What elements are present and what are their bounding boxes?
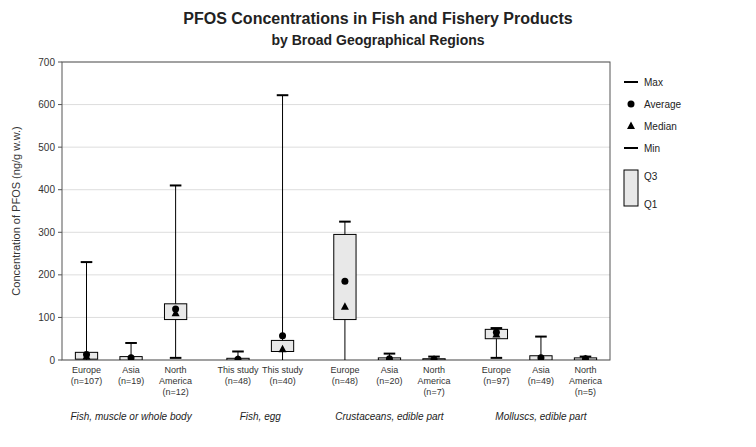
max-cap xyxy=(339,221,351,223)
average-marker xyxy=(582,355,589,360)
grid-line xyxy=(62,104,610,105)
median-marker xyxy=(127,354,135,360)
y-tick-label: 200 xyxy=(38,269,55,280)
group-label: Crustaceans, edible part xyxy=(335,411,445,422)
average-marker xyxy=(537,354,544,360)
max-cap xyxy=(81,261,93,263)
median-marker xyxy=(234,355,242,360)
x-tick-label: Europe(n=107) xyxy=(71,365,102,386)
median-marker xyxy=(537,354,545,360)
legend-symbol xyxy=(624,147,638,149)
average-marker xyxy=(128,354,135,360)
y-tick-label: 400 xyxy=(38,184,55,195)
whisker xyxy=(86,262,87,360)
x-tick-label: Asia(n=20) xyxy=(376,365,402,386)
legend-label: Average xyxy=(644,99,682,110)
average-marker xyxy=(431,356,438,360)
grid-line xyxy=(62,232,610,233)
x-tick-label: NorthAmerica(n=7) xyxy=(418,365,451,397)
group-label: Fish, egg xyxy=(240,411,282,422)
average-marker xyxy=(279,332,286,339)
group-label: Fish, muscle or whole body xyxy=(70,411,192,422)
median-marker xyxy=(492,330,500,338)
y-tick-label: 500 xyxy=(38,142,55,153)
y-tick-label: 100 xyxy=(38,312,55,323)
median-marker xyxy=(172,309,180,317)
max-cap xyxy=(125,342,137,344)
x-tick-label: NorthAmerica(n=12) xyxy=(159,365,192,397)
whisker xyxy=(175,185,176,357)
min-cap xyxy=(491,357,503,359)
x-tick-label: Asia(n=19) xyxy=(118,365,144,386)
median-marker xyxy=(385,355,393,360)
average-marker xyxy=(386,355,393,360)
grid-line xyxy=(62,147,610,148)
y-tick xyxy=(58,147,62,148)
x-tick-label: This study(n=48) xyxy=(217,365,259,386)
y-tick xyxy=(58,189,62,190)
whisker xyxy=(282,95,283,360)
y-tick xyxy=(58,274,62,275)
group-label: Molluscs, edible part xyxy=(495,411,587,422)
grid-line xyxy=(62,189,610,190)
y-tick xyxy=(58,360,62,361)
subtitle: by Broad Geographical Regions xyxy=(271,32,484,48)
y-tick xyxy=(58,232,62,233)
y-tick-label: 600 xyxy=(38,99,55,110)
box xyxy=(334,234,356,319)
chart: PFOS Concentrations in Fish and Fishery … xyxy=(0,0,756,447)
max-cap xyxy=(232,350,244,352)
legend-label: Q3 xyxy=(644,171,658,182)
x-tick-label: Europe(n=97) xyxy=(482,365,511,386)
legend-label: Min xyxy=(644,143,660,154)
grid xyxy=(62,62,610,360)
median-marker xyxy=(279,345,287,353)
legend-symbol xyxy=(624,81,638,83)
marks xyxy=(75,95,596,360)
legend-label: Max xyxy=(644,77,663,88)
legend: Max Average Median Min Q3 Q1 xyxy=(624,77,682,211)
x-tick-label: Europe(n=48) xyxy=(330,365,359,386)
legend-label: Q1 xyxy=(644,199,658,210)
legend-label: Median xyxy=(644,121,677,132)
box xyxy=(75,352,97,359)
y-axis-label: Concentration of PFOS (ng/g w.w.) xyxy=(10,126,22,295)
median-marker xyxy=(83,352,91,360)
median-marker xyxy=(430,355,438,360)
box xyxy=(271,340,293,351)
title: PFOS Concentrations in Fish and Fishery … xyxy=(183,10,572,27)
median-marker xyxy=(581,355,589,360)
min-cap xyxy=(170,357,182,359)
box xyxy=(164,304,186,320)
max-cap xyxy=(535,336,547,338)
y-tick xyxy=(58,104,62,105)
x-tick-label: This study(n=40) xyxy=(262,365,304,386)
y-tick xyxy=(58,62,62,63)
x-tick-label: NorthAmerica(n=5) xyxy=(569,365,602,397)
legend-symbol xyxy=(624,170,638,206)
max-cap xyxy=(277,94,289,96)
legend-symbol xyxy=(627,122,635,130)
x-tick-label: Asia(n=49) xyxy=(528,365,554,386)
y-tick-label: 300 xyxy=(38,227,55,238)
y-tick-label: 700 xyxy=(38,57,55,68)
max-cap xyxy=(170,184,182,186)
max-cap xyxy=(384,353,396,355)
plot-frame xyxy=(62,62,610,360)
y-tick-label: 0 xyxy=(49,355,55,366)
median-marker xyxy=(341,302,349,310)
box xyxy=(485,329,507,338)
max-cap xyxy=(491,327,503,329)
legend-symbol xyxy=(628,101,635,108)
y-tick xyxy=(58,317,62,318)
average-marker xyxy=(341,278,348,285)
average-marker xyxy=(234,356,241,360)
